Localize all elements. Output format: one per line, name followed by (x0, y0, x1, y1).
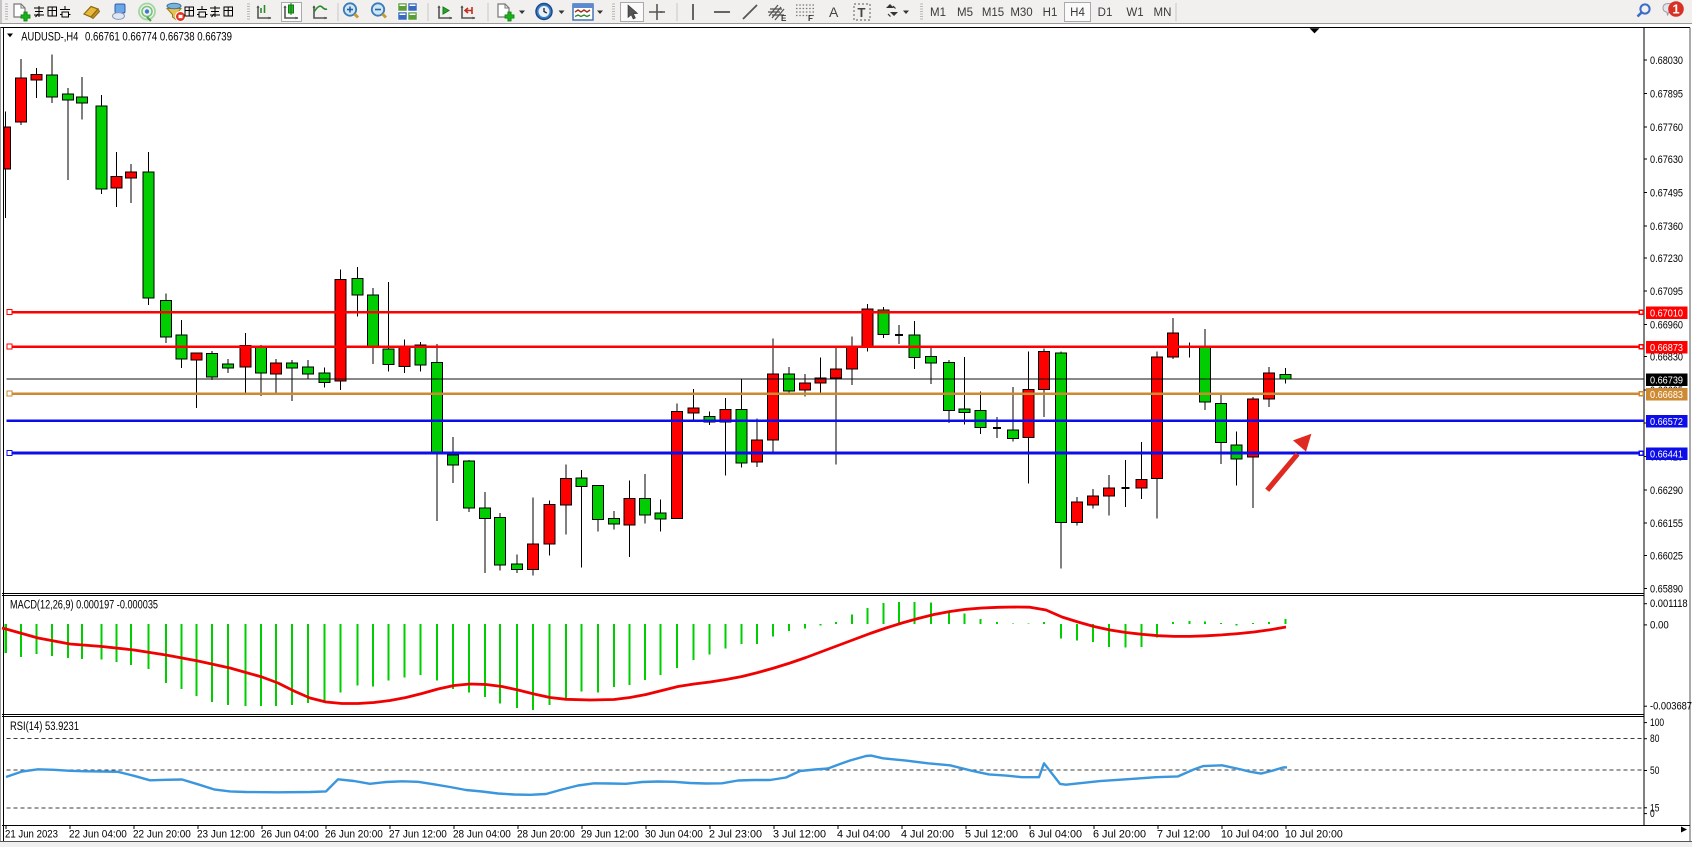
svg-text:M15: M15 (982, 7, 1004, 19)
svg-text:MACD(12,26,9) 0.000197 -0.0000: MACD(12,26,9) 0.000197 -0.000035 (10, 600, 158, 612)
svg-text:H4: H4 (1070, 7, 1085, 19)
svg-text:0.001118: 0.001118 (1650, 598, 1688, 610)
svg-text:-0.003687: -0.003687 (1650, 701, 1692, 713)
svg-text:100: 100 (1650, 717, 1664, 729)
svg-text:0.66739: 0.66739 (1650, 375, 1683, 387)
svg-text:6 Jul 20:00: 6 Jul 20:00 (1093, 829, 1146, 841)
svg-text:26 Jun 04:00: 26 Jun 04:00 (261, 829, 319, 841)
svg-text:2 Jul 23:00: 2 Jul 23:00 (709, 829, 762, 841)
svg-text:0.67760: 0.67760 (1650, 122, 1683, 134)
svg-text:0.66155: 0.66155 (1650, 518, 1683, 530)
svg-text:0.66290: 0.66290 (1650, 485, 1683, 497)
svg-text:0.66572: 0.66572 (1650, 416, 1683, 428)
svg-text:0.66441: 0.66441 (1650, 449, 1683, 461)
svg-text:50: 50 (1650, 765, 1659, 777)
svg-text:0.66025: 0.66025 (1650, 551, 1683, 563)
svg-text:0.67360: 0.67360 (1650, 221, 1683, 233)
svg-text:0.00: 0.00 (1650, 619, 1669, 631)
svg-text:6 Jul 04:00: 6 Jul 04:00 (1029, 829, 1082, 841)
svg-text:80: 80 (1650, 733, 1659, 745)
svg-text:0.67895: 0.67895 (1650, 89, 1683, 101)
svg-text:RSI(14) 53.9231: RSI(14) 53.9231 (10, 721, 79, 733)
svg-text:29 Jun 12:00: 29 Jun 12:00 (581, 829, 639, 841)
svg-text:0.67230: 0.67230 (1650, 253, 1683, 265)
svg-text:15: 15 (1650, 802, 1659, 814)
svg-text:22 Jun 20:00: 22 Jun 20:00 (133, 829, 191, 841)
svg-text:M1: M1 (930, 7, 946, 19)
svg-text:H1: H1 (1043, 7, 1058, 19)
svg-text:M5: M5 (957, 7, 973, 19)
svg-text:10 Jul 04:00: 10 Jul 04:00 (1221, 829, 1279, 841)
svg-text:7 Jul 12:00: 7 Jul 12:00 (1157, 829, 1210, 841)
svg-text:0.67630: 0.67630 (1650, 154, 1683, 166)
svg-text:MN: MN (1154, 7, 1172, 19)
svg-text:0.67095: 0.67095 (1650, 286, 1683, 298)
svg-text:0.67010: 0.67010 (1650, 308, 1683, 320)
svg-text:0.66683: 0.66683 (1650, 389, 1683, 401)
svg-text:E: E (781, 14, 787, 23)
svg-text:0: 0 (1650, 808, 1655, 820)
svg-text:26 Jun 20:00: 26 Jun 20:00 (325, 829, 383, 841)
svg-text:28 Jun 04:00: 28 Jun 04:00 (453, 829, 511, 841)
svg-text:3 Jul 12:00: 3 Jul 12:00 (773, 829, 826, 841)
svg-text:27 Jun 12:00: 27 Jun 12:00 (389, 829, 447, 841)
svg-text:4 Jul 04:00: 4 Jul 04:00 (837, 829, 890, 841)
svg-text:0.66830: 0.66830 (1650, 352, 1683, 364)
svg-text:M30: M30 (1010, 7, 1032, 19)
svg-text:0.67495: 0.67495 (1650, 188, 1683, 200)
svg-text:A: A (829, 4, 839, 20)
svg-text:10 Jul 20:00: 10 Jul 20:00 (1285, 829, 1343, 841)
svg-text:0.68030: 0.68030 (1650, 55, 1683, 67)
svg-text:4 Jul 20:00: 4 Jul 20:00 (901, 829, 954, 841)
svg-text:22 Jun 04:00: 22 Jun 04:00 (69, 829, 127, 841)
svg-text:5 Jul 12:00: 5 Jul 12:00 (965, 829, 1018, 841)
svg-text:0.66873: 0.66873 (1650, 342, 1683, 354)
svg-text:0.65890: 0.65890 (1650, 584, 1683, 596)
svg-text:21 Jun 2023: 21 Jun 2023 (5, 829, 58, 841)
svg-text:28 Jun 20:00: 28 Jun 20:00 (517, 829, 575, 841)
svg-text:1: 1 (1672, 2, 1679, 17)
svg-text:30 Jun 04:00: 30 Jun 04:00 (645, 829, 703, 841)
svg-text:0.66761 0.66774 0.66738 0.6673: 0.66761 0.66774 0.66738 0.66739 (85, 32, 232, 44)
svg-text:0.66960: 0.66960 (1650, 320, 1683, 332)
svg-text:W1: W1 (1126, 7, 1143, 19)
svg-text:AUDUSD-,H4: AUDUSD-,H4 (21, 32, 78, 44)
svg-text:D1: D1 (1098, 7, 1113, 19)
svg-text:T: T (858, 5, 866, 20)
svg-text:F: F (808, 14, 813, 23)
svg-text:23 Jun 12:00: 23 Jun 12:00 (197, 829, 255, 841)
